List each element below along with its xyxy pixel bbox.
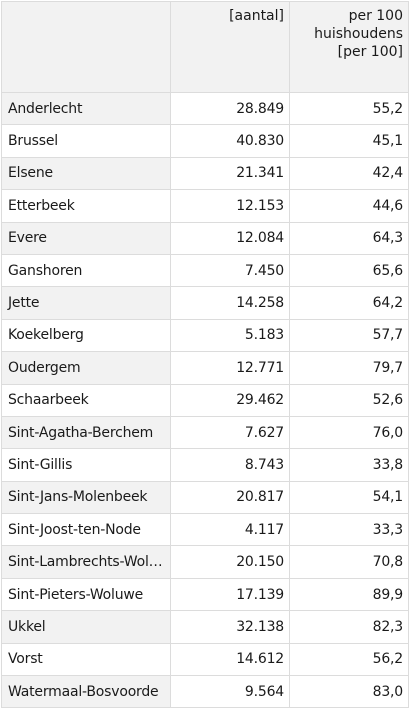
per-100-cell: 52,6 [289, 383, 409, 417]
per-100-cell: 33,3 [289, 513, 409, 547]
municipality-cell: Sint-Agatha-Berchem [1, 415, 171, 450]
municipality-cell: Sint-Jans-Molenbeek [1, 480, 171, 515]
aantal-cell: 4.117 [170, 513, 290, 547]
aantal-cell: 32.138 [170, 610, 290, 644]
per-100-cell: 44,6 [289, 189, 409, 223]
per-100-cell: 64,3 [289, 221, 409, 255]
municipality-cell: Sint-Gillis [1, 448, 171, 482]
municipality-cell: Oudergem [1, 351, 171, 385]
table-row: Ganshoren 7.450 65,6 [1, 253, 409, 288]
aantal-cell: 12.771 [170, 351, 290, 385]
per-100-cell: 57,7 [289, 318, 409, 353]
municipality-cell: Anderlecht [1, 91, 171, 126]
aantal-cell: 12.153 [170, 189, 290, 223]
aantal-cell: 9.564 [170, 675, 290, 708]
table-row: Sint-Agatha-Berchem 7.627 76,0 [1, 415, 409, 450]
aantal-cell: 20.817 [170, 480, 290, 515]
municipality-cell: Jette [1, 286, 171, 320]
municipality-cell: Ukkel [1, 610, 171, 644]
table-row: Jette 14.258 64,2 [1, 286, 409, 320]
municipality-cell: Vorst [1, 642, 171, 677]
per-100-cell: 83,0 [289, 675, 409, 708]
per-100-cell: 64,2 [289, 286, 409, 320]
municipality-cell: Brussel [1, 124, 171, 158]
table-row: Sint-Joost-ten-Node 4.117 33,3 [1, 513, 409, 547]
table-row: Brussel 40.830 45,1 [1, 124, 409, 158]
municipality-cell: Sint-Pieters-Woluwe [1, 577, 171, 612]
per-100-cell: 70,8 [289, 545, 409, 579]
aantal-cell: 40.830 [170, 124, 290, 158]
per-100-cell: 65,6 [289, 253, 409, 288]
per-100-cell: 82,3 [289, 610, 409, 644]
aantal-cell: 17.139 [170, 577, 290, 612]
aantal-cell: 7.627 [170, 415, 290, 450]
aantal-cell: 14.612 [170, 642, 290, 677]
table-row: Anderlecht 28.849 55,2 [1, 91, 409, 126]
table-row: Sint-Gillis 8.743 33,8 [1, 448, 409, 482]
aantal-cell: 5.183 [170, 318, 290, 353]
per-100-cell: 56,2 [289, 642, 409, 677]
table-row: Vorst 14.612 56,2 [1, 642, 409, 677]
aantal-cell: 7.450 [170, 253, 290, 288]
municipality-cell: Etterbeek [1, 189, 171, 223]
aantal-cell: 29.462 [170, 383, 290, 417]
header-aantal: [aantal] [170, 1, 290, 93]
aantal-cell: 8.743 [170, 448, 290, 482]
header-row: [aantal] per 100 huishoudens [per 100] [1, 1, 409, 93]
municipality-cell: Sint-Joost-ten-Node [1, 513, 171, 547]
table-row: Oudergem 12.771 79,7 [1, 351, 409, 385]
table-row: Sint-Pieters-Woluwe 17.139 89,9 [1, 577, 409, 612]
table-row: Schaarbeek 29.462 52,6 [1, 383, 409, 417]
per-100-cell: 42,4 [289, 156, 409, 191]
header-name [1, 1, 171, 93]
table-row: Koekelberg 5.183 57,7 [1, 318, 409, 353]
header-per-100-line-1: per 100 [348, 8, 403, 24]
table-row: Ukkel 32.138 82,3 [1, 610, 409, 644]
aantal-cell: 28.849 [170, 91, 290, 126]
table-row: Watermaal-Bosvoorde 9.564 83,0 [1, 675, 409, 708]
aantal-cell: 21.341 [170, 156, 290, 191]
municipality-cell: Evere [1, 221, 171, 255]
table-row: Sint-Lambrechts-Wolu... 20.150 70,8 [1, 545, 409, 579]
per-100-cell: 76,0 [289, 415, 409, 450]
header-per-100: per 100 huishoudens [per 100] [289, 1, 409, 93]
aantal-cell: 20.150 [170, 545, 290, 579]
per-100-cell: 79,7 [289, 351, 409, 385]
table-body: Anderlecht 28.849 55,2 Brussel 40.830 45,1 Els… [1, 91, 409, 708]
aantal-cell: 14.258 [170, 286, 290, 320]
table-header: [aantal] per 100 huishoudens [per 100] [1, 1, 409, 93]
table-row: Evere 12.084 64,3 [1, 221, 409, 255]
municipality-cell: Watermaal-Bosvoorde [1, 675, 171, 708]
per-100-cell: 45,1 [289, 124, 409, 158]
per-100-cell: 54,1 [289, 480, 409, 515]
table-row: Sint-Jans-Molenbeek 20.817 54,1 [1, 480, 409, 515]
municipality-cell: Schaarbeek [1, 383, 171, 417]
municipality-cell: Koekelberg [1, 318, 171, 353]
municipality-cell: Sint-Lambrechts-Wolu... [1, 545, 171, 579]
per-100-cell: 33,8 [289, 448, 409, 482]
municipality-cell: Ganshoren [1, 253, 171, 288]
header-per-100-line-3: [per 100] [337, 44, 403, 60]
aantal-cell: 12.084 [170, 221, 290, 255]
per-100-cell: 55,2 [289, 91, 409, 126]
table-row: Etterbeek 12.153 44,6 [1, 189, 409, 223]
header-per-100-line-2: huishoudens [314, 26, 403, 42]
table-row: Elsene 21.341 42,4 [1, 156, 409, 191]
municipality-cell: Elsene [1, 156, 171, 191]
per-100-cell: 89,9 [289, 577, 409, 612]
